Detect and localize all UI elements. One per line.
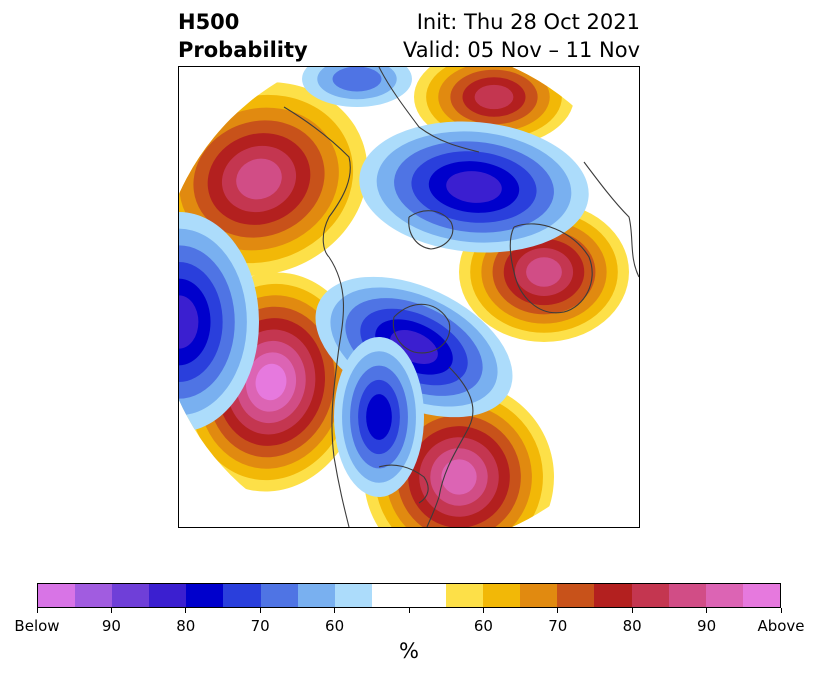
probability-contour [236, 158, 282, 200]
colorbar-tick [408, 608, 410, 613]
colorbar-tick [185, 608, 187, 613]
coastlines [283, 67, 639, 527]
anomaly-east-asia [302, 67, 412, 107]
chart-title-left: H500 Probability [178, 8, 308, 64]
colorbar-tick-label: 80 [176, 617, 196, 635]
colorbar-tick-label: 60 [325, 617, 345, 635]
coastline-arctic-islands [408, 210, 454, 250]
colorbar-tick [259, 608, 261, 613]
colorbar-segment [705, 584, 743, 607]
anomaly-arctic [359, 121, 589, 253]
colorbar-tick-label: 70 [548, 617, 568, 635]
colorbar-segment [112, 584, 150, 607]
colorbar-segment [223, 584, 261, 607]
colorbar-segment [631, 584, 669, 607]
colorbar-segment [260, 584, 298, 607]
colorbar-segment [297, 584, 335, 607]
colorbar-unit: % [399, 639, 419, 663]
anomaly-west-us [334, 337, 424, 497]
anomaly-west-pacific [179, 212, 259, 432]
probability-contour [332, 67, 382, 92]
title-variable: H500 [178, 10, 240, 34]
colorbar-tick [482, 608, 484, 613]
colorbar-tick-label: 70 [250, 617, 270, 635]
probability-contour [441, 459, 477, 495]
colorbar-segment [75, 584, 113, 607]
colorbar-segment [483, 584, 521, 607]
coastline-north-america [328, 256, 350, 527]
probability-contour [179, 278, 211, 366]
colorbar-tick [706, 608, 708, 613]
colorbar-tick [631, 608, 633, 613]
colorbar-segment [594, 584, 632, 607]
colorbar-tick [36, 608, 38, 613]
probability-contour [366, 394, 392, 440]
probability-contour [526, 257, 562, 287]
colorbar-segment [408, 584, 447, 607]
colorbar-tick-label: 80 [622, 617, 642, 635]
probability-contour [446, 171, 502, 203]
colorbar-segment [742, 584, 780, 607]
colorbar-tick [557, 608, 559, 613]
colorbar-tick [780, 608, 782, 613]
coastline-alaska [283, 106, 351, 258]
colorbar-segment [186, 584, 224, 607]
probability-contour [255, 363, 287, 401]
probability-contour [179, 295, 199, 349]
colorbar-tick-label: 90 [101, 617, 121, 635]
colorbar-tick [110, 608, 112, 613]
valid-range: Valid: 05 Nov – 11 Nov [403, 38, 640, 62]
colorbar-tick-label: Below [14, 617, 60, 635]
colorbar-tick-label: 90 [697, 617, 717, 635]
colorbar-segment [371, 584, 409, 607]
colorbar-segment [38, 584, 76, 607]
colorbar-tick-label: Above [757, 617, 805, 635]
colorbar-segment [520, 584, 558, 607]
coastline-gulf [378, 464, 429, 504]
colorbar-segment [668, 584, 706, 607]
colorbar-tick [334, 608, 336, 613]
colorbar-segment [446, 584, 484, 607]
colorbar-tick-label: 60 [473, 617, 493, 635]
title-probability: Probability [178, 38, 308, 62]
coastline-hudson [392, 303, 451, 354]
coastline-asia [378, 67, 480, 153]
colorbar-segment [334, 584, 372, 607]
init-date: Init: Thu 28 Oct 2021 [416, 10, 640, 34]
colorbar [37, 583, 781, 608]
probability-contour [474, 84, 514, 110]
map-panel [178, 66, 640, 528]
colorbar-segment [149, 584, 187, 607]
coastline-europe [583, 161, 639, 278]
coastline-east-coast [426, 366, 474, 527]
probability-map [179, 67, 639, 527]
chart-title-right: Init: Thu 28 Oct 2021 Valid: 05 Nov – 11… [403, 8, 640, 64]
coastline-greenland [509, 223, 593, 314]
colorbar-segment [557, 584, 595, 607]
